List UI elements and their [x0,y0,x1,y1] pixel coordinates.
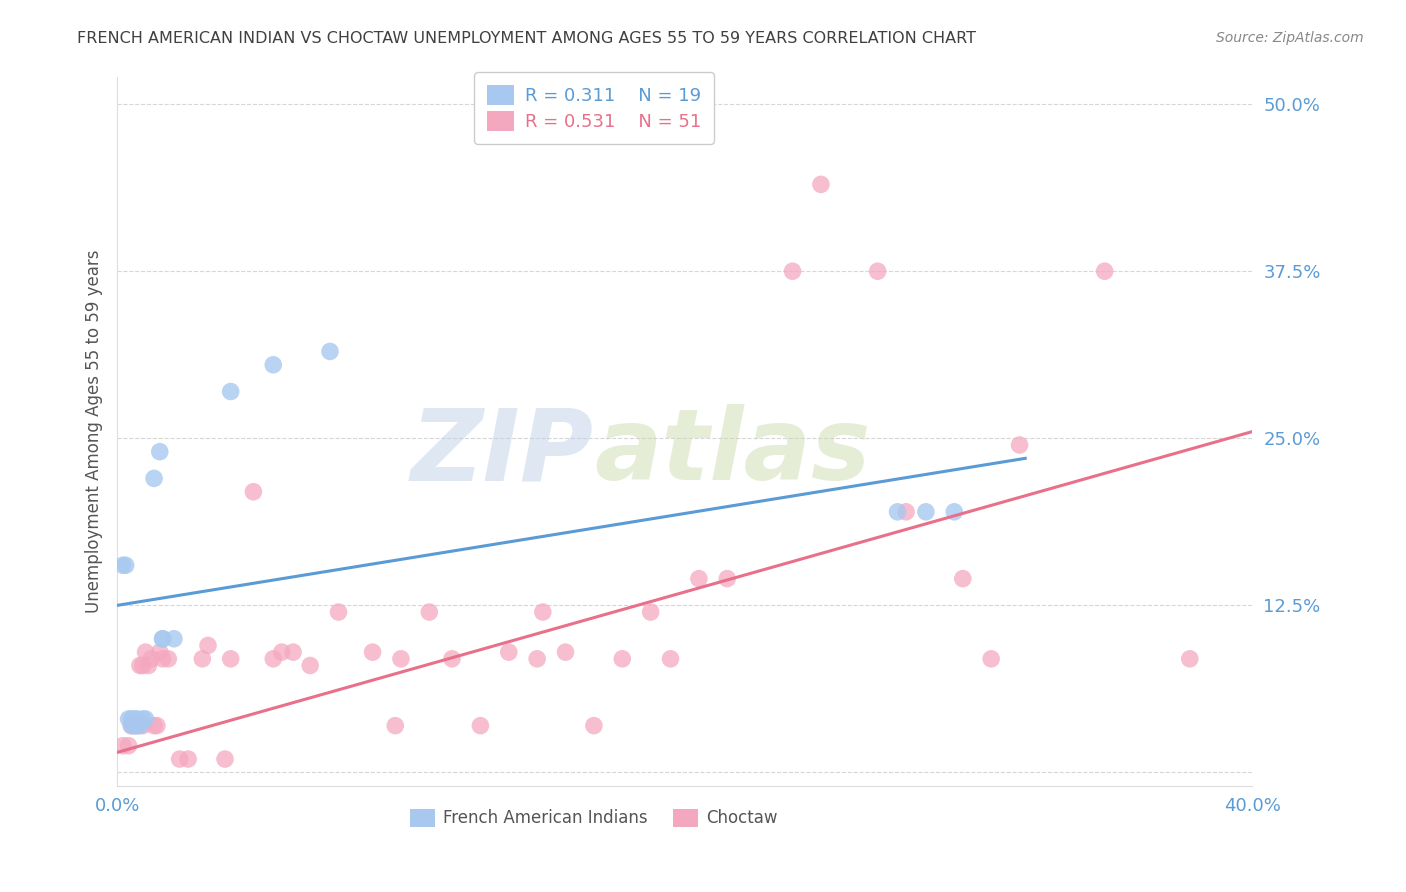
Point [111,739,134,753]
Point [328,605,350,619]
Point [688,572,710,586]
Point [531,605,554,619]
Point [384,719,406,733]
Point [498,645,520,659]
Point [894,505,917,519]
Point [120,712,142,726]
Point [242,484,264,499]
Point [219,652,242,666]
Point [132,658,155,673]
Point [915,505,938,519]
Point [135,645,157,659]
Point [782,264,804,278]
Point [1178,652,1201,666]
Legend: French American Indians, Choctaw: French American Indians, Choctaw [404,802,785,834]
Point [152,632,174,646]
Point [470,719,492,733]
Point [219,384,242,399]
Point [262,358,284,372]
Point [157,652,180,666]
Point [125,712,148,726]
Point [169,752,191,766]
Point [111,558,134,573]
Point [659,652,682,666]
Point [418,605,440,619]
Point [152,632,174,646]
Point [122,712,145,726]
Point [299,658,322,673]
Point [612,652,634,666]
Point [120,719,142,733]
Point [440,652,463,666]
Point [117,712,139,726]
Point [866,264,889,278]
Point [262,652,284,666]
Point [114,558,136,573]
Point [197,639,219,653]
Point [128,658,150,673]
Point [117,739,139,753]
Y-axis label: Unemployment Among Ages 55 to 59 years: Unemployment Among Ages 55 to 59 years [86,250,103,614]
Point [135,712,157,726]
Point [143,719,166,733]
Point [952,572,974,586]
Point [980,652,1002,666]
Point [810,178,832,192]
Point [120,719,142,733]
Point [149,444,172,458]
Point [125,719,148,733]
Text: ZIP: ZIP [411,404,593,501]
Point [122,719,145,733]
Point [132,719,155,733]
Point [191,652,214,666]
Point [152,652,174,666]
Text: atlas: atlas [593,404,870,501]
Point [141,652,163,666]
Point [319,344,342,359]
Point [122,719,145,733]
Point [128,719,150,733]
Point [125,719,148,733]
Point [640,605,662,619]
Point [270,645,292,659]
Point [554,645,576,659]
Point [149,645,172,659]
Point [177,752,200,766]
Point [1008,438,1031,452]
Point [146,719,169,733]
Point [281,645,304,659]
Point [163,632,186,646]
Point [143,471,166,485]
Point [943,505,966,519]
Point [389,652,412,666]
Point [361,645,384,659]
Point [886,505,908,519]
Point [526,652,548,666]
Point [716,572,738,586]
Point [1094,264,1116,278]
Point [214,752,236,766]
Point [582,719,605,733]
Point [138,658,160,673]
Text: FRENCH AMERICAN INDIAN VS CHOCTAW UNEMPLOYMENT AMONG AGES 55 TO 59 YEARS CORRELA: FRENCH AMERICAN INDIAN VS CHOCTAW UNEMPL… [77,31,976,46]
Text: Source: ZipAtlas.com: Source: ZipAtlas.com [1216,31,1364,45]
Point [132,712,155,726]
